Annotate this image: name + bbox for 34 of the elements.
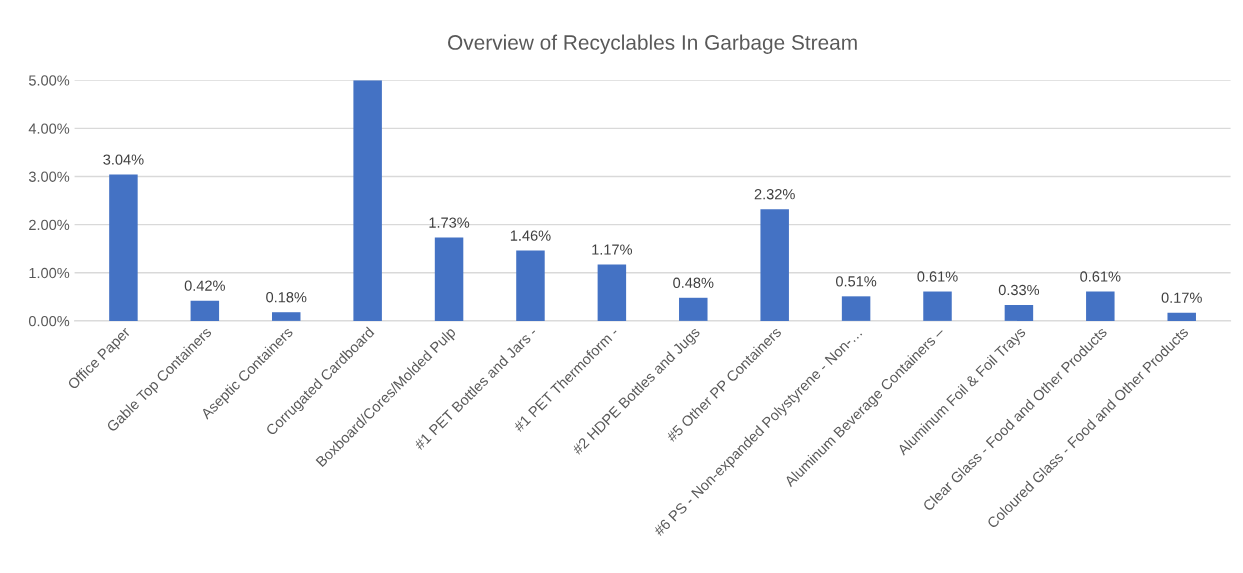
data-label: 0.33% bbox=[998, 284, 1040, 296]
bar bbox=[1004, 305, 1034, 321]
data-label: 0.61% bbox=[917, 271, 958, 282]
bar bbox=[1167, 312, 1196, 321]
y-tick-label: 2.00% bbox=[29, 219, 70, 231]
data-label: 1.73% bbox=[429, 217, 470, 228]
bar bbox=[679, 297, 708, 321]
data-label: 0.42% bbox=[184, 280, 225, 291]
data-label: 3.04% bbox=[103, 154, 144, 165]
bar bbox=[760, 209, 789, 321]
bar bbox=[434, 237, 464, 321]
y-tick-label: 1.00% bbox=[29, 267, 70, 279]
bar bbox=[109, 174, 138, 321]
data-label: 0.61% bbox=[1080, 271, 1121, 282]
bar bbox=[353, 80, 382, 321]
chart-title: Overview of Recyclables In Garbage Stream bbox=[448, 34, 857, 54]
bar bbox=[597, 264, 627, 321]
bar bbox=[923, 291, 952, 321]
bar bbox=[841, 296, 871, 321]
y-tick-label: 3.00% bbox=[28, 171, 70, 182]
bar bbox=[271, 312, 301, 321]
data-label: 0.17% bbox=[1161, 292, 1202, 303]
data-label: 0.48% bbox=[673, 277, 714, 288]
data-label: 1.17% bbox=[592, 244, 633, 255]
data-label: 1.46% bbox=[510, 230, 551, 241]
bar bbox=[516, 250, 545, 321]
bar bbox=[190, 300, 220, 321]
y-tick-label: 5.00% bbox=[28, 75, 70, 86]
y-tick-label: 0.00% bbox=[28, 315, 70, 327]
data-label: 0.51% bbox=[835, 276, 877, 287]
y-tick-label: 4.00% bbox=[28, 123, 70, 134]
data-label: 2.32% bbox=[754, 189, 795, 200]
bar bbox=[1086, 291, 1115, 321]
data-label: 0.18% bbox=[266, 292, 307, 303]
